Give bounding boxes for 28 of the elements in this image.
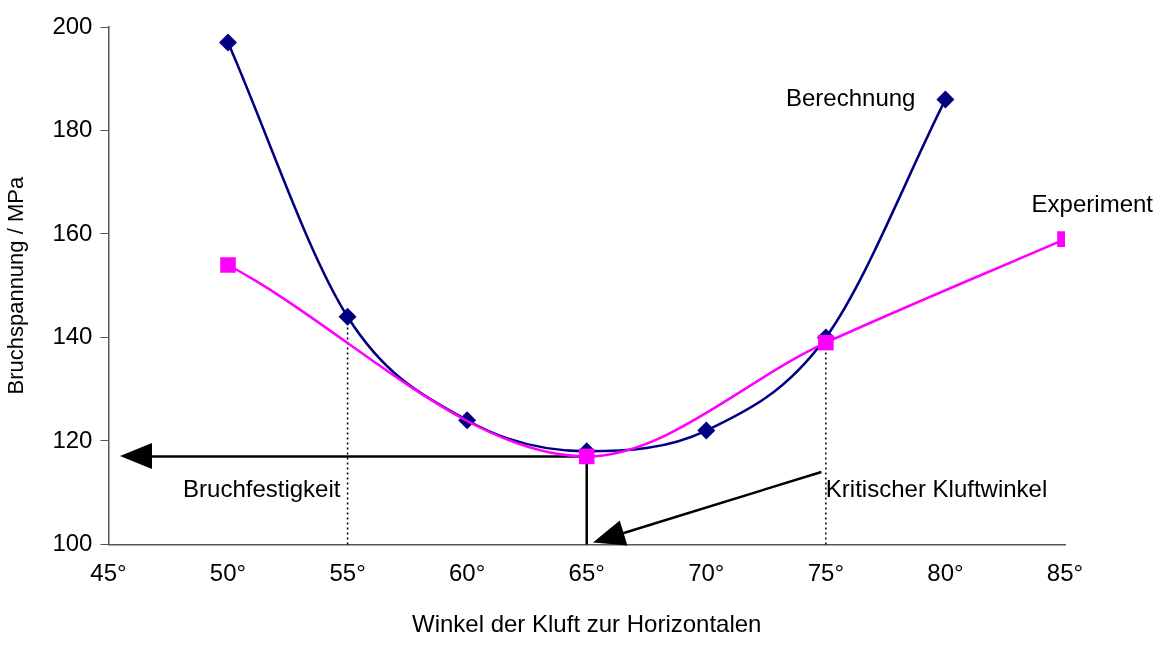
x-tick-label: 50° [209,559,247,587]
x-tick-label: 70° [688,559,725,587]
y-axis-title: Bruchspannung / MPa [3,176,29,395]
point [697,421,716,440]
point [220,257,236,273]
y-tick-label: 140 [52,322,93,350]
ref-line-label: Bruchfestigkeit [183,475,341,503]
annotation: Kritischer Kluftwinkel [825,474,1048,502]
y-tick-label: 120 [52,425,93,453]
x-tick-label: 80° [927,559,964,587]
point [818,334,834,351]
point [578,448,595,465]
y-tick-label: 200 [52,11,93,39]
y-tick-label: 160 [52,218,93,246]
point [936,90,955,109]
y-tick-label: 100 [52,529,93,557]
y-tick-label: 180 [52,115,93,143]
point [338,307,357,326]
x-tick-label: 60° [449,559,486,587]
series-label: Berechnung [785,84,916,112]
x-tick-label: 85° [1046,559,1084,587]
x-tick-label: 65° [568,559,605,587]
point [219,33,238,52]
x-axis-title: Winkel der Kluft zur Horizontalen [411,610,762,638]
x-tick-label: 45° [90,559,127,587]
x-tick-label: 75° [807,559,845,587]
x-tick-label: 55° [329,559,366,587]
series-label: Experiment [1031,189,1154,217]
